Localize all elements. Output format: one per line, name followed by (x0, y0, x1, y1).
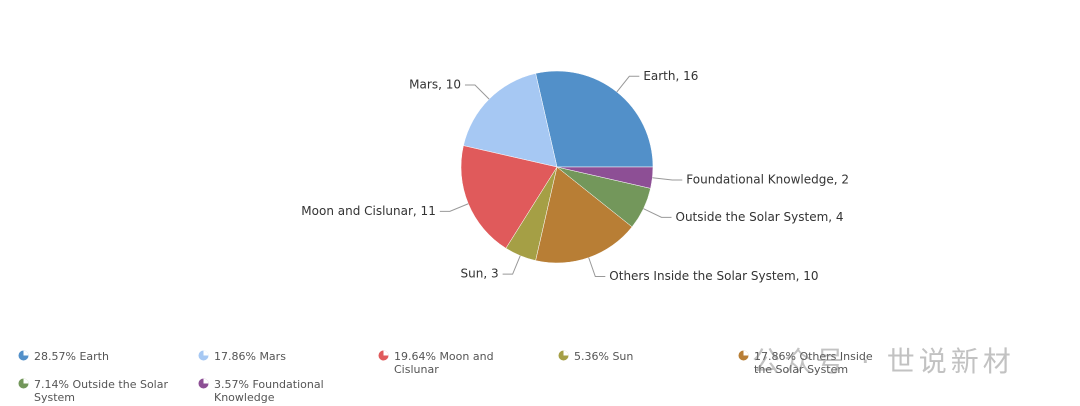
legend-label: 17.86% Others Inside the Solar System (754, 350, 873, 376)
legend-label: 3.57% Foundational Knowledge (214, 378, 324, 404)
legend-wedge (23, 350, 29, 356)
legend-icon (558, 350, 569, 361)
leader-line (643, 208, 672, 218)
legend-icon (198, 378, 209, 389)
legend-item: 17.86% Others Inside the Solar System (738, 350, 918, 376)
legend-wedge (383, 350, 389, 356)
leader-line (439, 203, 469, 212)
legend-item: 17.86% Mars (198, 350, 378, 376)
legend-item: 7.14% Outside the Solar System (18, 378, 198, 404)
pie-slice (463, 73, 558, 168)
legend-item: 28.57% Earth (18, 350, 198, 376)
legend-icon (378, 350, 389, 361)
leader-line (652, 177, 683, 181)
pie-slice (460, 145, 558, 249)
legend-wedge (203, 350, 209, 356)
data-label: Others Inside the Solar System, 10 (609, 269, 818, 283)
legend-label: 7.14% Outside the Solar System (34, 378, 168, 404)
watermark: 公众号 · 世说新材 (752, 345, 1015, 378)
legend-wedge (203, 378, 209, 384)
leader-line (502, 255, 521, 275)
legend-icon (18, 378, 29, 389)
legend-wedge (23, 378, 29, 384)
legend-label: 19.64% Moon and Cislunar (394, 350, 494, 376)
data-label: Foundational Knowledge, 2 (686, 172, 849, 186)
legend-item: 19.64% Moon and Cislunar (378, 350, 558, 376)
legend-icon (18, 350, 29, 361)
legend-wedge (743, 350, 749, 356)
data-label: Moon and Cislunar, 11 (301, 204, 436, 218)
leader-line (588, 257, 606, 277)
data-label: Earth, 16 (643, 69, 698, 83)
legend-item: 3.57% Foundational Knowledge (198, 378, 378, 404)
legend-item: 5.36% Sun (558, 350, 738, 376)
legend-label: 5.36% Sun (574, 350, 634, 363)
data-label: Sun, 3 (461, 267, 499, 281)
legend-icon (198, 350, 209, 361)
legend-wedge (563, 350, 569, 356)
legend-icon (738, 350, 749, 361)
legend: 28.57% Earth 17.86% Mars 19.64% Moon and C… (18, 350, 1080, 406)
leader-line (464, 84, 490, 100)
legend-label: 28.57% Earth (34, 350, 109, 363)
leader-line (616, 75, 640, 93)
data-label: Mars, 10 (409, 77, 461, 91)
chart: Earth, 16 Mars, 10 Moon and Cislunar, 11 Su… (301, 69, 849, 283)
pie-slice (556, 166, 654, 189)
legend-label: 17.86% Mars (214, 350, 286, 363)
data-label: Outside the Solar System, 4 (676, 210, 844, 224)
